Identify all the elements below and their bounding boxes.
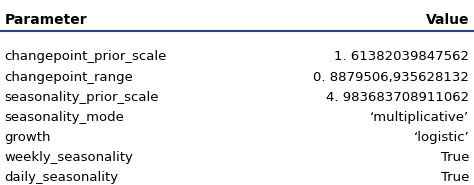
Text: 0. 8879506,935628132: 0. 8879506,935628132 <box>313 70 469 83</box>
Text: Parameter: Parameter <box>5 13 87 27</box>
Text: True: True <box>441 171 469 184</box>
Text: daily_seasonality: daily_seasonality <box>5 171 119 184</box>
Text: ‘logistic’: ‘logistic’ <box>413 131 469 144</box>
Text: weekly_seasonality: weekly_seasonality <box>5 151 134 164</box>
Text: Value: Value <box>426 13 469 27</box>
Text: seasonality_mode: seasonality_mode <box>5 111 125 124</box>
Text: True: True <box>441 151 469 164</box>
Text: growth: growth <box>5 131 51 144</box>
Text: ‘multiplicative’: ‘multiplicative’ <box>370 111 469 124</box>
Text: 1. 61382039847562: 1. 61382039847562 <box>334 51 469 63</box>
Text: changepoint_prior_scale: changepoint_prior_scale <box>5 51 167 63</box>
Text: 4. 983683708911062: 4. 983683708911062 <box>326 91 469 104</box>
Text: seasonality_prior_scale: seasonality_prior_scale <box>5 91 159 104</box>
Text: changepoint_range: changepoint_range <box>5 70 134 83</box>
